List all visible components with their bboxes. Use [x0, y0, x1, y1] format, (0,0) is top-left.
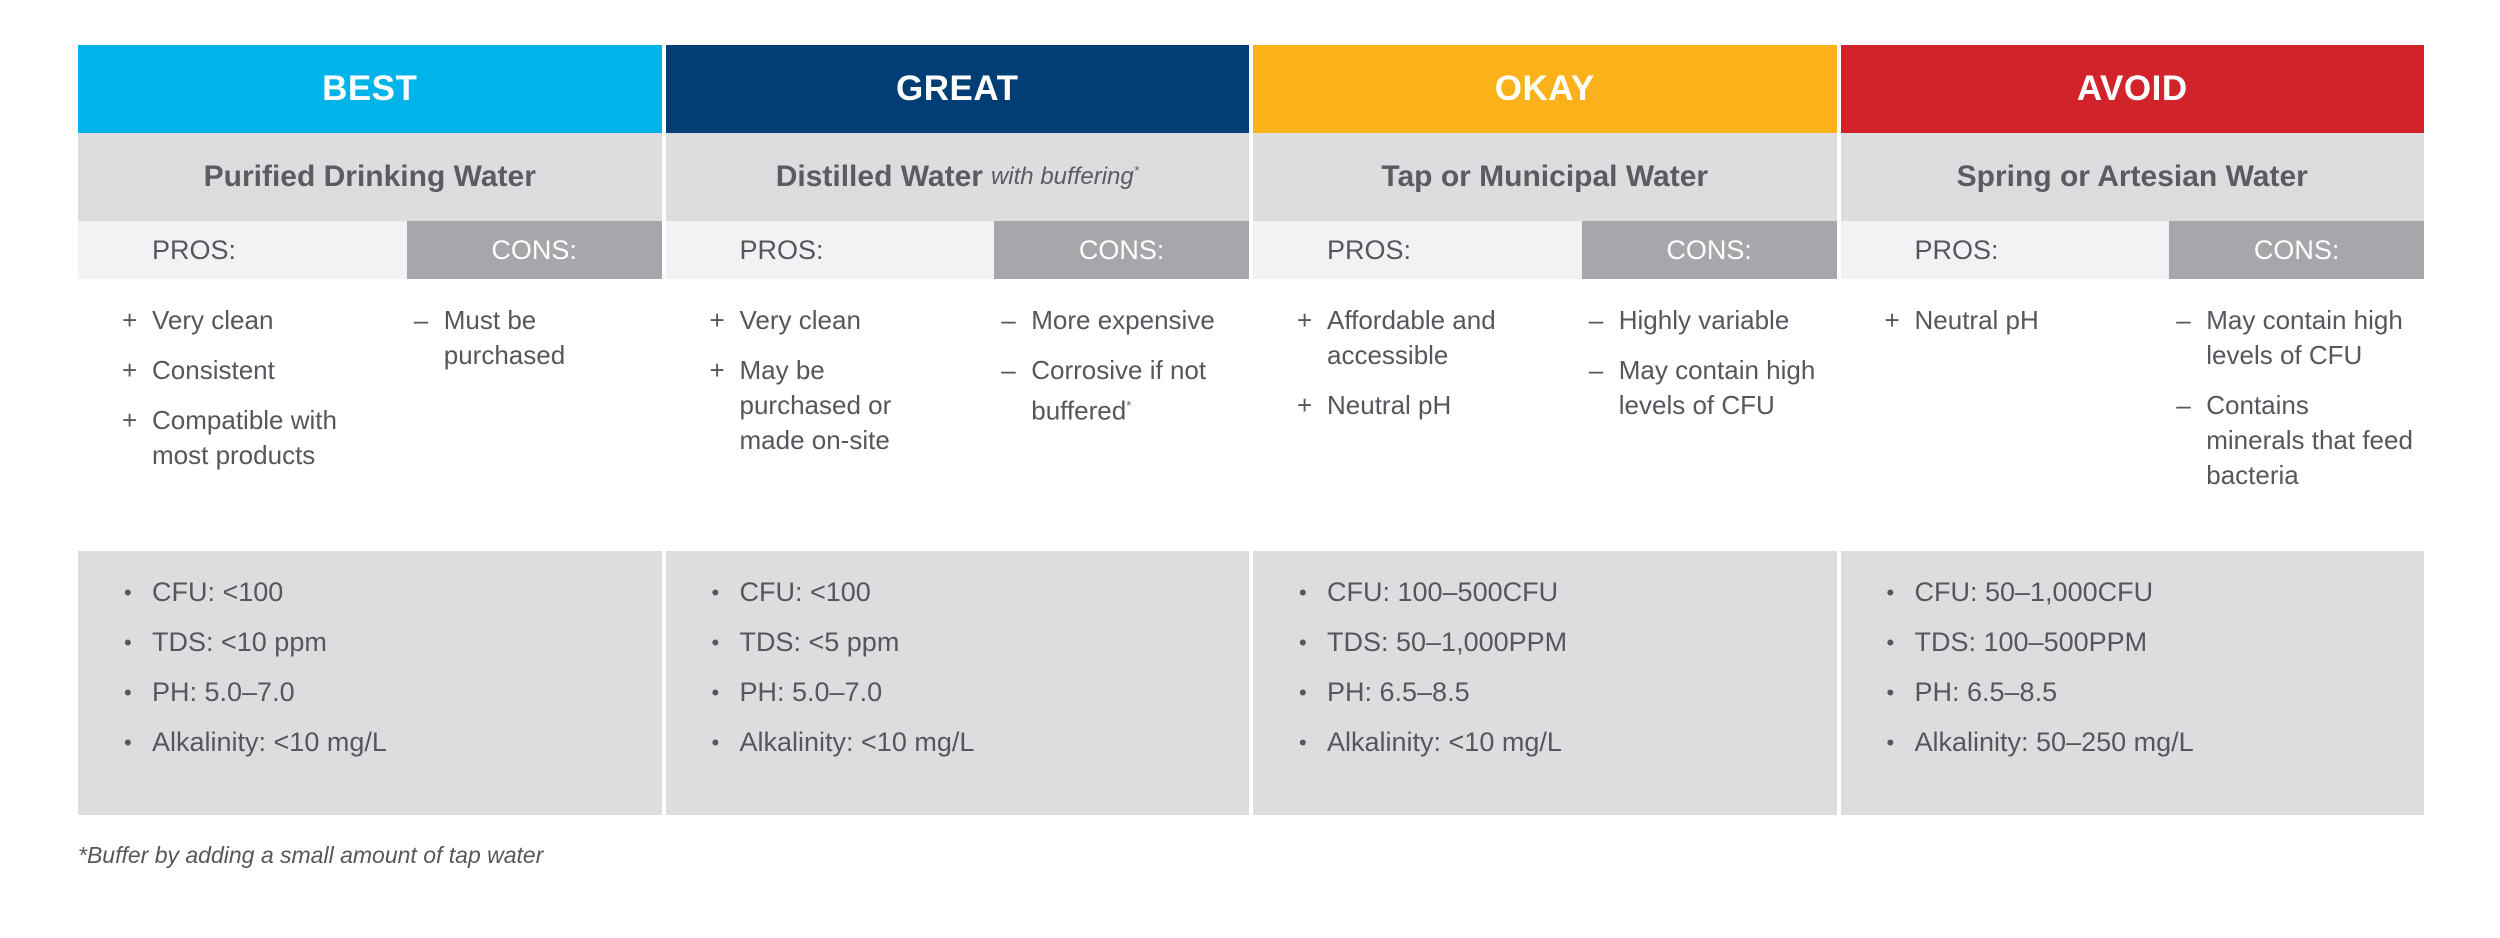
pros-cons-header: PROS: CONS:	[1840, 221, 2424, 279]
cons-list: More expensive Corrosive if not buffered…	[957, 279, 1249, 551]
pros-cons-header: PROS: CONS:	[665, 221, 1249, 279]
stats-list: CFU: 50–1,000CFU TDS: 100–500PPM PH: 6.5…	[1841, 551, 2425, 760]
cons-label: CONS:	[1581, 221, 1837, 279]
stat-item: PH: 5.0–7.0	[712, 675, 1250, 710]
water-type-title: Purified Drinking Water	[78, 133, 662, 221]
cons-label: CONS:	[406, 221, 662, 279]
stat-item: PH: 6.5–8.5	[1887, 675, 2425, 710]
con-item: Contains minerals that feed bacteria	[2176, 388, 2414, 493]
pros-list: Affordable and accessible Neutral pH	[1253, 279, 1545, 551]
stats-panel: CFU: <100 TDS: <5 ppm PH: 5.0–7.0 Alkali…	[665, 551, 1250, 815]
stat-item: TDS: <10 ppm	[124, 625, 662, 660]
stat-item: TDS: 100–500PPM	[1887, 625, 2425, 660]
pro-item: May be purchased or made on-site	[710, 353, 948, 458]
pros-list: Very clean May be purchased or made on-s…	[666, 279, 958, 551]
stat-item: Alkalinity: 50–250 mg/L	[1887, 725, 2425, 760]
pros-list: Very clean Consistent Compatible with mo…	[78, 279, 370, 551]
con-item: Corrosive if not buffered*	[1001, 353, 1239, 429]
pros-cons-body: Very clean May be purchased or made on-s…	[665, 279, 1249, 551]
water-type-note: with buffering*	[990, 163, 1139, 190]
stat-item: Alkalinity: <10 mg/L	[1299, 725, 1837, 760]
stat-item: PH: 6.5–8.5	[1299, 675, 1837, 710]
con-item: May contain high levels of CFU	[2176, 303, 2414, 373]
tier-header: GREAT	[665, 45, 1249, 133]
pros-label: PROS:	[78, 221, 407, 279]
column-okay: OKAY Tap or Municipal Water PROS: CONS: …	[1253, 45, 1837, 815]
stats-panel: CFU: 100–500CFU TDS: 50–1,000PPM PH: 6.5…	[1253, 551, 1837, 815]
stat-item: CFU: <100	[712, 575, 1250, 610]
con-item: More expensive	[1001, 303, 1239, 338]
cons-list: May contain high levels of CFU Contains …	[2132, 279, 2424, 551]
pros-label: PROS:	[1840, 221, 2170, 279]
water-type-title: Tap or Municipal Water	[1253, 133, 1837, 221]
pros-cons-body: Affordable and accessible Neutral pH Hig…	[1253, 279, 1837, 551]
stats-list: CFU: <100 TDS: <10 ppm PH: 5.0–7.0 Alkal…	[78, 551, 662, 760]
pro-item: Compatible with most products	[122, 403, 360, 473]
tier-header: OKAY	[1253, 45, 1837, 133]
tier-header: AVOID	[1840, 45, 2424, 133]
column-best: BEST Purified Drinking Water PROS: CONS:…	[78, 45, 662, 815]
footnote: *Buffer by adding a small amount of tap …	[78, 842, 544, 868]
con-item: Highly variable	[1589, 303, 1827, 338]
water-type-name: Tap or Municipal Water	[1381, 160, 1709, 193]
footnote-marker: *	[1133, 163, 1139, 178]
pro-item: Very clean	[710, 303, 948, 338]
stat-item: PH: 5.0–7.0	[124, 675, 662, 710]
pros-label: PROS:	[665, 221, 995, 279]
stat-item: CFU: 100–500CFU	[1299, 575, 1837, 610]
stats-list: CFU: <100 TDS: <5 ppm PH: 5.0–7.0 Alkali…	[666, 551, 1250, 760]
pros-cons-body: Neutral pH May contain high levels of CF…	[1840, 279, 2424, 551]
pro-item: Very clean	[122, 303, 360, 338]
water-type-name: Spring or Artesian Water	[1956, 160, 2308, 193]
stat-item: CFU: 50–1,000CFU	[1887, 575, 2425, 610]
stats-panel: CFU: 50–1,000CFU TDS: 100–500PPM PH: 6.5…	[1840, 551, 2425, 815]
stat-item: Alkalinity: <10 mg/L	[712, 725, 1250, 760]
pro-item: Consistent	[122, 353, 360, 388]
pro-item: Neutral pH	[1885, 303, 2123, 338]
cons-label: CONS:	[994, 221, 1249, 279]
cons-label: CONS:	[2169, 221, 2424, 279]
pros-list: Neutral pH	[1841, 279, 2133, 551]
pro-item: Affordable and accessible	[1297, 303, 1535, 373]
pros-label: PROS:	[1253, 221, 1582, 279]
column-avoid: AVOID Spring or Artesian Water PROS: CON…	[1840, 45, 2425, 815]
column-great: GREAT Distilled Water with buffering* PR…	[665, 45, 1250, 815]
footnote-marker: *	[1126, 398, 1132, 413]
cons-list: Highly variable May contain high levels …	[1545, 279, 1837, 551]
water-type-name: Purified Drinking Water	[203, 160, 536, 193]
water-type-name: Distilled Water	[775, 160, 983, 193]
stat-item: CFU: <100	[124, 575, 662, 610]
pros-cons-body: Very clean Consistent Compatible with mo…	[78, 279, 662, 551]
stats-panel: CFU: <100 TDS: <10 ppm PH: 5.0–7.0 Alkal…	[78, 551, 662, 815]
water-comparison-table: BEST Purified Drinking Water PROS: CONS:…	[78, 45, 2424, 815]
pro-item: Neutral pH	[1297, 388, 1535, 423]
tier-header: BEST	[78, 45, 662, 133]
stat-item: TDS: <5 ppm	[712, 625, 1250, 660]
stat-item: Alkalinity: <10 mg/L	[124, 725, 662, 760]
pros-cons-header: PROS: CONS:	[78, 221, 662, 279]
water-type-title: Spring or Artesian Water	[1840, 133, 2424, 221]
water-type-title: Distilled Water with buffering*	[665, 133, 1249, 221]
cons-list: Must be purchased	[370, 279, 662, 551]
con-item: Must be purchased	[414, 303, 652, 373]
stats-list: CFU: 100–500CFU TDS: 50–1,000PPM PH: 6.5…	[1253, 551, 1837, 760]
pros-cons-header: PROS: CONS:	[1253, 221, 1837, 279]
stat-item: TDS: 50–1,000PPM	[1299, 625, 1837, 660]
con-item: May contain high levels of CFU	[1589, 353, 1827, 423]
